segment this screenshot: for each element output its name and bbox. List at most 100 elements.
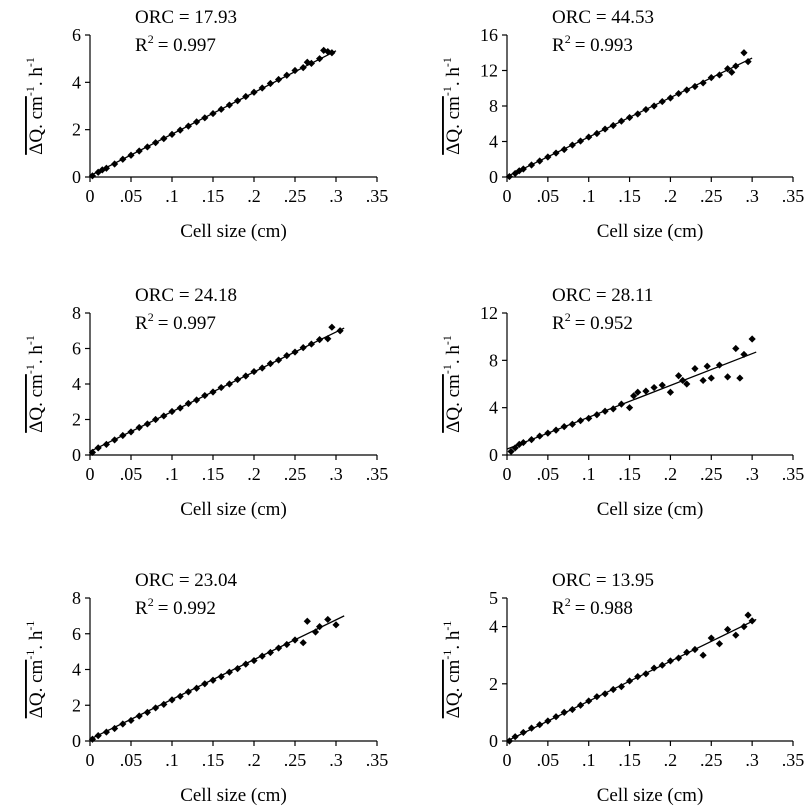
x-tick-label: .25 xyxy=(284,464,307,484)
x-axis-title: Cell size (cm) xyxy=(597,221,704,242)
data-point xyxy=(127,428,135,436)
data-point xyxy=(675,89,683,98)
y-tick-label: 8 xyxy=(489,96,498,116)
data-point xyxy=(560,708,568,716)
data-point xyxy=(536,432,544,440)
data-point xyxy=(152,704,160,712)
data-point xyxy=(527,436,536,444)
y-axis-title-sup: -1 xyxy=(23,364,37,374)
r2-symbol: R xyxy=(552,313,565,334)
r2-symbol: R xyxy=(135,35,148,56)
r2-superscript: 2 xyxy=(148,595,154,609)
data-point xyxy=(666,388,675,396)
y-axis-title-main: ΔQ. cm xyxy=(443,659,464,718)
x-tick-label: .1 xyxy=(582,750,596,770)
y-tick-label: 8 xyxy=(72,303,81,323)
data-point xyxy=(242,372,250,380)
data-point xyxy=(658,661,666,669)
y-axis-title: ΔQ. cm-1. h-1 xyxy=(440,335,464,433)
data-point xyxy=(193,118,201,126)
data-point xyxy=(505,172,514,181)
data-point xyxy=(316,55,324,63)
chart-panel-3: 0 2 4 6 8 0 .05 .1 .15 .2 .25 .3 .35 Cell size (cm) ΔQ… xyxy=(23,285,388,520)
y-tick-label: 6 xyxy=(72,25,81,45)
r2-symbol: R xyxy=(552,35,565,56)
data-point xyxy=(511,444,519,452)
data-point xyxy=(291,636,299,644)
data-point xyxy=(328,323,336,331)
data-point xyxy=(634,110,642,118)
y-tick-label: 8 xyxy=(489,350,498,370)
data-point xyxy=(634,388,642,396)
data-point xyxy=(234,375,242,384)
data-point xyxy=(560,145,568,154)
data-point xyxy=(617,117,625,125)
data-point xyxy=(630,392,638,400)
data-point xyxy=(275,75,283,84)
x-tick-label: 0 xyxy=(503,464,512,484)
data-point xyxy=(201,680,209,688)
r2-symbol: R xyxy=(552,598,565,619)
x-axis-title: Cell size (cm) xyxy=(180,499,287,520)
orc-annotation: ORC = 44.53 xyxy=(552,7,654,28)
y-axis-title-sup: -1 xyxy=(440,86,454,96)
y-axis-title-sup: -1 xyxy=(23,621,37,631)
r2-superscript: 2 xyxy=(565,310,571,324)
data-point xyxy=(658,381,666,389)
data-point xyxy=(568,420,576,428)
data-point xyxy=(519,728,527,737)
x-tick-label: 0 xyxy=(86,464,95,484)
data-point xyxy=(593,411,601,419)
data-point xyxy=(609,405,617,413)
x-tick-label: .35 xyxy=(366,186,389,206)
data-point xyxy=(283,352,291,360)
data-point xyxy=(324,47,332,56)
data-point xyxy=(291,348,299,356)
r2-annotation: R2 = 0.988 xyxy=(552,595,633,619)
data-point xyxy=(160,412,168,420)
data-point xyxy=(675,372,683,380)
y-axis-title-sup: -1 xyxy=(23,650,37,660)
data-point xyxy=(576,417,585,425)
data-point xyxy=(209,109,217,118)
data-point xyxy=(209,388,217,396)
y-axis-title-mid: . h xyxy=(26,67,47,87)
x-tick-label: .05 xyxy=(120,750,143,770)
y-tick-label: 4 xyxy=(72,72,81,92)
data-point xyxy=(585,414,593,422)
data-point xyxy=(527,724,536,732)
r2-value: = 0.993 xyxy=(575,35,633,56)
data-point xyxy=(160,135,168,143)
x-tick-label: .35 xyxy=(782,464,805,484)
data-point xyxy=(176,692,184,700)
data-point xyxy=(544,717,552,725)
data-point xyxy=(258,364,266,372)
data-point xyxy=(699,79,707,87)
y-axis-title-sup: -1 xyxy=(440,57,454,67)
y-axis-title-sup: -1 xyxy=(440,650,454,660)
x-tick-label: .25 xyxy=(700,464,723,484)
data-point xyxy=(143,420,151,428)
y-tick-label: 4 xyxy=(489,398,498,418)
data-point xyxy=(732,344,740,353)
data-point xyxy=(258,652,266,660)
r2-value: = 0.992 xyxy=(158,598,216,619)
data-point xyxy=(699,376,707,385)
data-point xyxy=(283,640,291,649)
orc-annotation: ORC = 13.95 xyxy=(552,570,654,591)
data-point xyxy=(715,71,724,79)
data-point xyxy=(193,396,201,404)
data-point xyxy=(324,335,332,343)
data-point xyxy=(266,359,274,368)
y-axis-title-sup: -1 xyxy=(440,621,454,631)
data-point xyxy=(168,130,176,138)
r2-annotation: R2 = 0.952 xyxy=(552,310,633,334)
y-axis-title-sup: -1 xyxy=(23,335,37,345)
data-point xyxy=(724,625,732,634)
data-point xyxy=(201,114,209,122)
data-point xyxy=(666,94,675,102)
x-tick-label: 0 xyxy=(86,186,95,206)
data-point xyxy=(176,404,184,412)
y-tick-label: 16 xyxy=(480,25,498,45)
